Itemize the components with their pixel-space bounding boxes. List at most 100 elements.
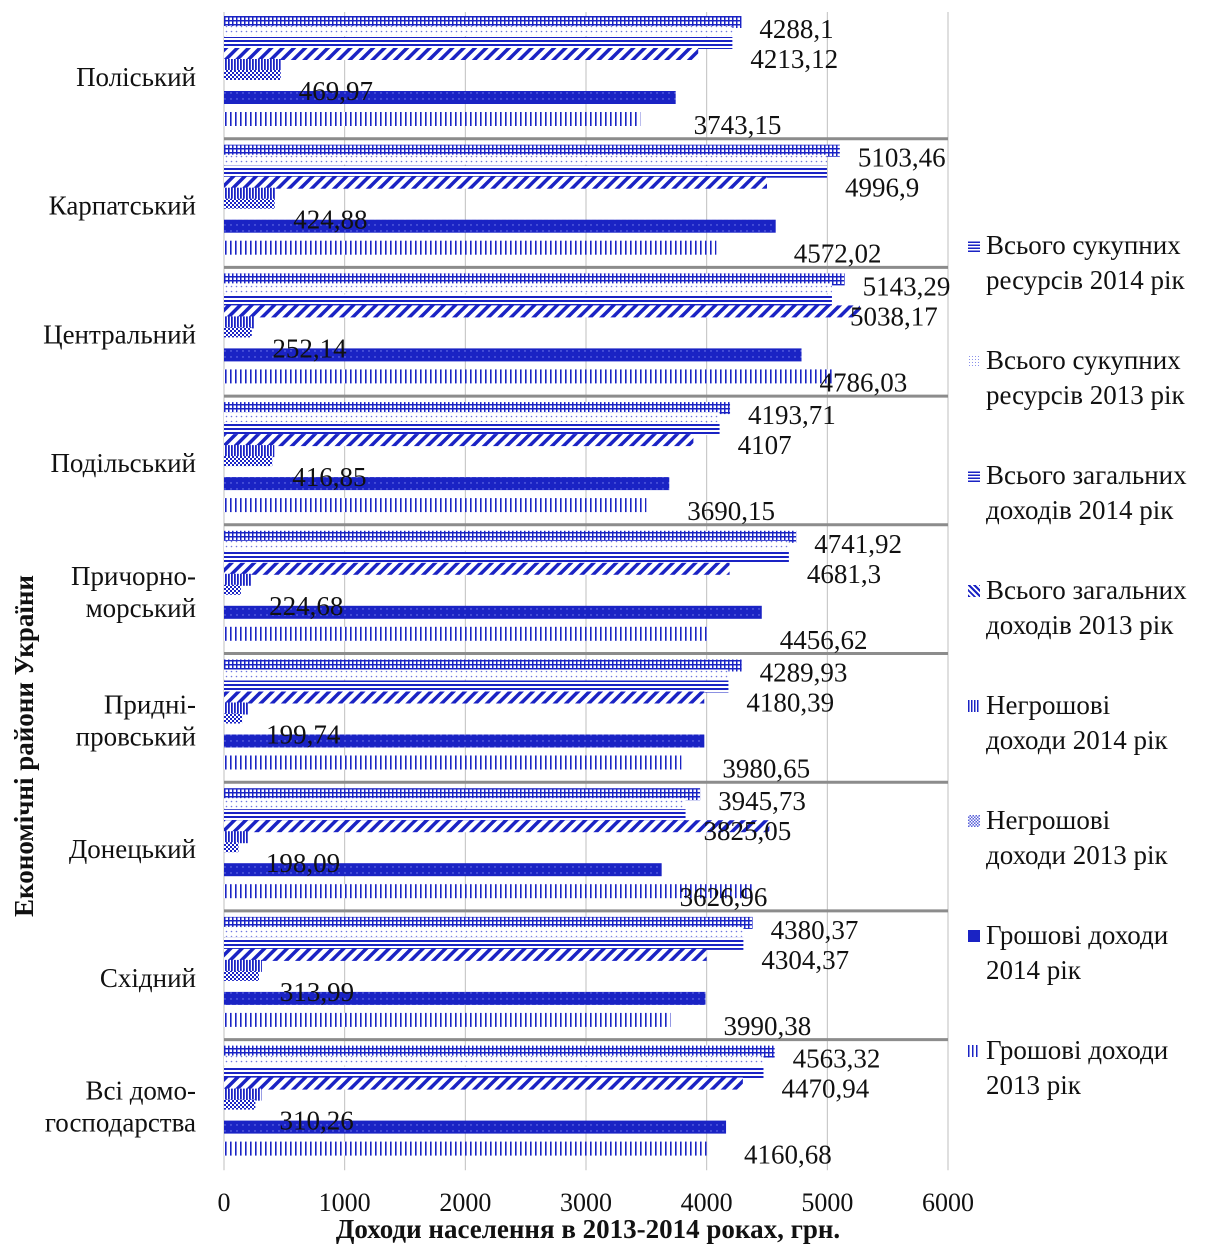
bar-diag-1	[224, 176, 767, 189]
bar-vlines-1	[224, 240, 717, 255]
legend-label-line: 2014 рік	[986, 955, 1081, 985]
bar-dots-6	[224, 798, 686, 809]
legend-label-line: ресурсів 2014 рік	[986, 265, 1185, 295]
bar-checker-8	[224, 1099, 256, 1110]
bar-grid-2	[224, 273, 845, 286]
bar-dots-1	[224, 154, 827, 165]
value-label: 198,09	[266, 848, 340, 878]
bar-checker-4	[224, 584, 241, 595]
bar-checker-7	[224, 970, 259, 981]
value-label: 4470,94	[781, 1074, 869, 1104]
legend-label-line: Всього загальних	[986, 460, 1187, 490]
bar-grid-7	[224, 916, 753, 929]
legend-label-line: Всього сукупних	[986, 230, 1181, 260]
x-tick-label: 2000	[439, 1188, 491, 1217]
bar-checker-3	[224, 456, 273, 467]
legend-label: Негрошові доходи 2013 рік	[986, 803, 1222, 873]
bar-hlines-7	[224, 937, 744, 950]
bar-dots-0	[224, 26, 733, 36]
category-label: провський	[76, 722, 196, 752]
value-label: 252,14	[272, 333, 347, 363]
value-label: 3690,15	[687, 496, 775, 526]
value-label: 310,26	[279, 1106, 353, 1136]
bar-dots-4	[224, 540, 789, 551]
legend-label-line: доходи 2014 рік	[986, 725, 1168, 755]
bar-diag-7	[224, 948, 707, 961]
category-label: Поліський	[76, 62, 196, 92]
bar-vlines-dense-6	[224, 831, 248, 844]
bar-diag-6	[224, 820, 770, 833]
bar-dots-3	[224, 412, 720, 423]
bar-hlines-2	[224, 294, 832, 307]
category-label: Всі домо-	[85, 1076, 196, 1106]
bar-hlines-3	[224, 423, 720, 436]
bar-solid-2	[224, 348, 802, 362]
value-label: 4786,03	[820, 367, 908, 397]
bar-vlines-8	[224, 1141, 707, 1156]
legend-label-line: Негрошові	[986, 690, 1111, 720]
bar-diag-0	[224, 48, 699, 60]
bar-vlines-dense-3	[224, 445, 275, 458]
bar-checker-2	[224, 327, 252, 338]
legend-swatch	[968, 700, 980, 712]
x-tick-label: 3000	[560, 1188, 612, 1217]
category-label: Карпатський	[49, 191, 196, 221]
value-label: 4107	[738, 430, 792, 460]
legend-label: Всього загальних доходів 2013 рік	[986, 573, 1222, 643]
legend-label: Всього сукупних ресурсів 2013 рік	[986, 343, 1222, 413]
legend-swatch	[968, 470, 980, 482]
legend-label-line: доходи 2013 рік	[986, 840, 1168, 870]
bar-hlines-4	[224, 551, 789, 564]
value-label: 313,99	[280, 977, 354, 1007]
bar-solid-6	[224, 863, 662, 877]
bar-hlines-0	[224, 37, 733, 49]
bar-dots-8	[224, 1055, 764, 1066]
bar-hlines-6	[224, 809, 686, 822]
bar-vlines-dense-2	[224, 316, 255, 329]
legend-label: Грошові доходи 2013 рік	[986, 1033, 1222, 1103]
bar-diag-3	[224, 434, 694, 447]
value-label: 4213,12	[750, 44, 838, 74]
y-axis-title: Економічні райони України	[9, 575, 39, 917]
legend-swatch	[968, 240, 980, 252]
value-label: 199,74	[266, 720, 341, 750]
bar-vlines-dense-5	[224, 702, 249, 715]
value-label: 5038,17	[850, 301, 938, 331]
bar-grid-5	[224, 659, 742, 672]
x-tick-label: 1000	[319, 1188, 371, 1217]
bar-grid-3	[224, 402, 731, 415]
legend-label-line: Всього сукупних	[986, 345, 1181, 375]
legend-item: Негрошові доходи 2013 рік	[968, 803, 1225, 918]
category-separators	[224, 137, 948, 1042]
bar-vlines-0	[224, 112, 641, 126]
gridlines	[223, 12, 949, 1171]
value-label: 4304,37	[761, 945, 849, 975]
bar-grid-4	[224, 530, 797, 543]
bar-checker-0	[224, 70, 281, 80]
legend-label: Грошові доходи 2014 рік	[986, 918, 1222, 988]
value-label: 4456,62	[780, 625, 868, 655]
legend-label-line: доходів 2014 рік	[986, 495, 1174, 525]
x-tick-label: 6000	[922, 1188, 974, 1217]
bar-grid-6	[224, 788, 701, 801]
bar-vlines-dense-1	[224, 187, 276, 200]
bar-solid-1	[224, 219, 776, 233]
value-label: 3743,15	[694, 110, 782, 140]
category-label: Донецький	[69, 834, 196, 864]
bar-solid-8	[224, 1120, 727, 1134]
category-label: морський	[86, 593, 196, 623]
x-axis-title: Доходи населення в 2013-2014 роках, грн.	[336, 1214, 840, 1244]
bar-vlines-dense-0	[224, 59, 281, 71]
bar-hlines-1	[224, 165, 827, 178]
bar-diag-5	[224, 691, 705, 704]
legend-swatch	[968, 585, 980, 597]
legend-label: Всього загальних доходів 2014 рік	[986, 458, 1222, 528]
category-label: Подільський	[50, 448, 196, 478]
bar-vlines-dense-7	[224, 959, 262, 972]
bar-dots-7	[224, 926, 744, 937]
bar-vlines-6	[224, 884, 753, 899]
legend-item: Грошові доходи 2014 рік	[968, 918, 1225, 1033]
bar-solid-4	[224, 605, 762, 619]
value-label: 4289,93	[760, 658, 848, 688]
